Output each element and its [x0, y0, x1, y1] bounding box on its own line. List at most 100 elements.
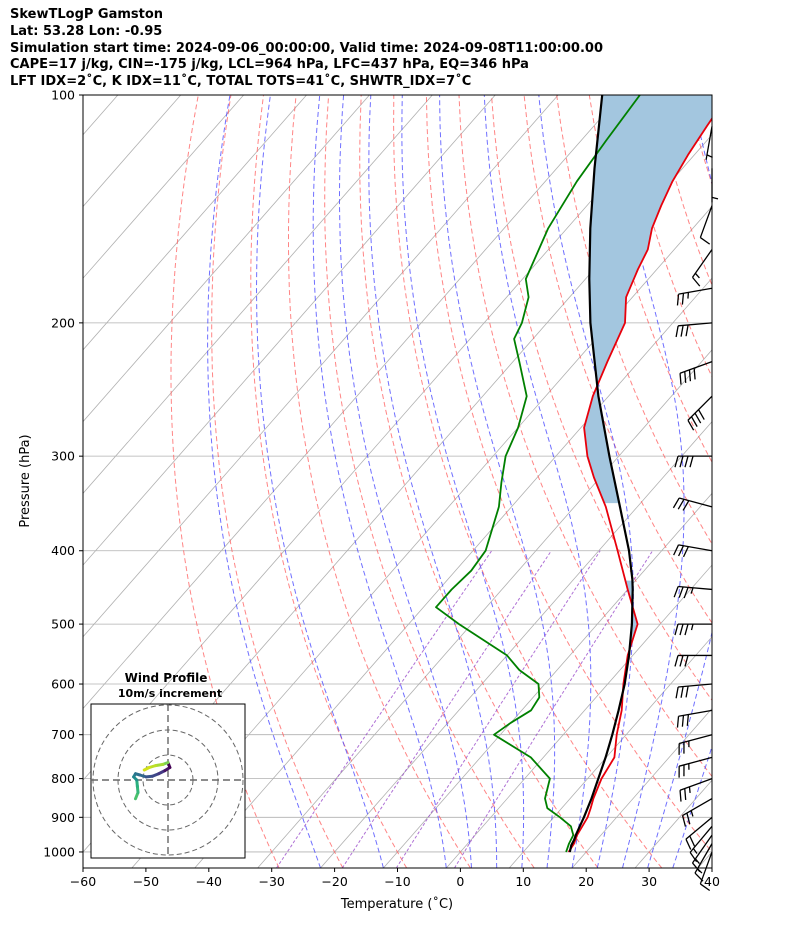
wind-barb-flag: [675, 325, 679, 338]
y-tick-label: 1000: [43, 844, 75, 859]
wind-barb-staff: [678, 709, 713, 717]
location-line: Lat: 53.28 Lon: -0.95: [10, 23, 163, 39]
dry-adiabat: [785, 95, 794, 868]
dry-adiabat: [720, 95, 794, 868]
dry-adiabat: [686, 95, 712, 186]
y-axis-label: Pressure (hPa): [18, 434, 33, 527]
wind-barb-flag: [673, 544, 680, 556]
wind-barb-flag: [693, 368, 696, 380]
isotherm-line: [83, 95, 622, 710]
wind-barb-half-flag: [706, 154, 713, 159]
x-tick-label: −30: [259, 874, 285, 889]
moist-adiabat: [483, 95, 592, 868]
wind-barb-flag: [698, 409, 705, 420]
wind-barbs: [672, 126, 719, 892]
wind-barb-staff: [678, 734, 713, 745]
y-tick-label: 100: [51, 88, 75, 103]
wind-barb-flag: [685, 324, 689, 337]
dry-adiabat: [425, 95, 712, 853]
wind-barb-flag: [677, 545, 685, 557]
wind-barb-flag: [680, 686, 684, 698]
y-tick-label: 600: [51, 677, 75, 692]
y-tick-label: 700: [51, 727, 75, 742]
dry-adiabat: [288, 95, 471, 868]
wind-barb-flag: [673, 586, 679, 598]
wind-barb-flag: [676, 716, 680, 728]
wind-barb-flag: [675, 686, 679, 699]
dry-adiabat: [250, 95, 408, 868]
wind-barb-flag: [679, 790, 682, 802]
wind-barb-flag: [684, 623, 689, 636]
y-tick-label: 500: [51, 617, 75, 632]
wind-barb-flag: [694, 412, 702, 424]
moist-adiabat: [401, 95, 525, 868]
hodograph-inset: Wind Profile 10m/s increment: [90, 671, 246, 859]
wind-barb-flag: [679, 655, 684, 667]
wind-barb-flag: [672, 497, 680, 509]
y-tick-label: 800: [51, 771, 75, 786]
wind-barb-flag: [674, 455, 679, 468]
wind-barb-flag: [685, 838, 692, 850]
x-tick-label: 0: [456, 874, 464, 889]
moist-adiabat: [339, 95, 472, 868]
wind-barb-flag: [689, 852, 698, 863]
dry-adiabat: [752, 95, 794, 868]
wind-barb-staff: [678, 683, 713, 688]
wind-barb-flag: [686, 812, 691, 825]
wind-barb-half-flag: [690, 623, 694, 631]
wind-barb-flag: [682, 500, 690, 511]
wind-barb-flag: [674, 623, 679, 636]
wind-barb-flag: [678, 586, 684, 598]
wind-barb-flag: [687, 419, 695, 431]
x-tick-label: −60: [70, 874, 96, 889]
wind-barb-flag: [674, 655, 679, 667]
x-axis-label: Temperature (˚C): [340, 896, 453, 912]
wind-barb-staff: [678, 497, 713, 508]
chart-title: SkewTLogP Gamston: [10, 7, 164, 22]
wind-barb-flag: [683, 587, 689, 599]
moist-adiabat: [255, 95, 384, 868]
wind-barb-staff: [699, 205, 713, 238]
isotherm-line: [761, 95, 794, 868]
wind-barb-staff: [679, 777, 713, 791]
x-tick-label: −20: [321, 874, 347, 889]
isotherm-line: [446, 564, 712, 868]
cape-line: CAPE=17 j/kg, CIN=-175 j/kg, LCL=964 hPa…: [10, 57, 529, 73]
wind-barb-flag: [682, 546, 689, 558]
wind-barb-staff: [682, 797, 713, 817]
hodograph-title: Wind Profile: [125, 671, 208, 685]
wind-barb-staff: [699, 851, 713, 885]
wind-barb-flag: [691, 862, 701, 873]
isotherm-line: [194, 277, 712, 868]
wind-barb-flag: [681, 815, 687, 827]
wind-barb-staff: [679, 360, 713, 374]
dry-adiabat: [393, 95, 663, 868]
wind-barb-staff: [678, 544, 713, 552]
wind-barb-flag: [691, 276, 701, 287]
moist-adiabat: [312, 95, 447, 868]
time-line: Simulation start time: 2024-09-06_00:00:…: [10, 40, 603, 56]
wind-barb-half-flag: [694, 272, 700, 279]
index-line: LFT IDX=2˚C, K IDX=11˚C, TOTAL TOTS=41˚C…: [10, 74, 472, 90]
wind-barb-staff: [691, 249, 713, 278]
wind-barb-staff: [691, 834, 713, 864]
wind-barb-half-flag: [690, 810, 694, 817]
chart-header: SkewTLogP Gamston Lat: 53.28 Lon: -0.95 …: [10, 7, 603, 91]
wind-barb-staff: [689, 825, 713, 853]
wind-barb-staff: [678, 585, 713, 591]
x-tick-label: −10: [384, 874, 410, 889]
dry-adiabat: [556, 95, 712, 545]
wind-barb-staff: [678, 322, 713, 327]
mixing-ratio-line: [341, 550, 552, 868]
y-tick-label: 400: [51, 543, 75, 558]
wind-barb-flag: [677, 499, 685, 510]
wind-barb-flag: [684, 455, 689, 468]
x-tick-label: 10: [515, 874, 531, 889]
axes: −60 −50 −40 −30 −20 −10 0 10 20 30 40 1000 900 800 700…: [43, 88, 720, 890]
wind-barb-staff: [705, 126, 713, 160]
wind-barb-staff: [694, 843, 713, 874]
wind-barb-staff: [678, 756, 713, 767]
wind-barb-flag: [686, 714, 690, 726]
temperature-line: [567, 117, 712, 853]
